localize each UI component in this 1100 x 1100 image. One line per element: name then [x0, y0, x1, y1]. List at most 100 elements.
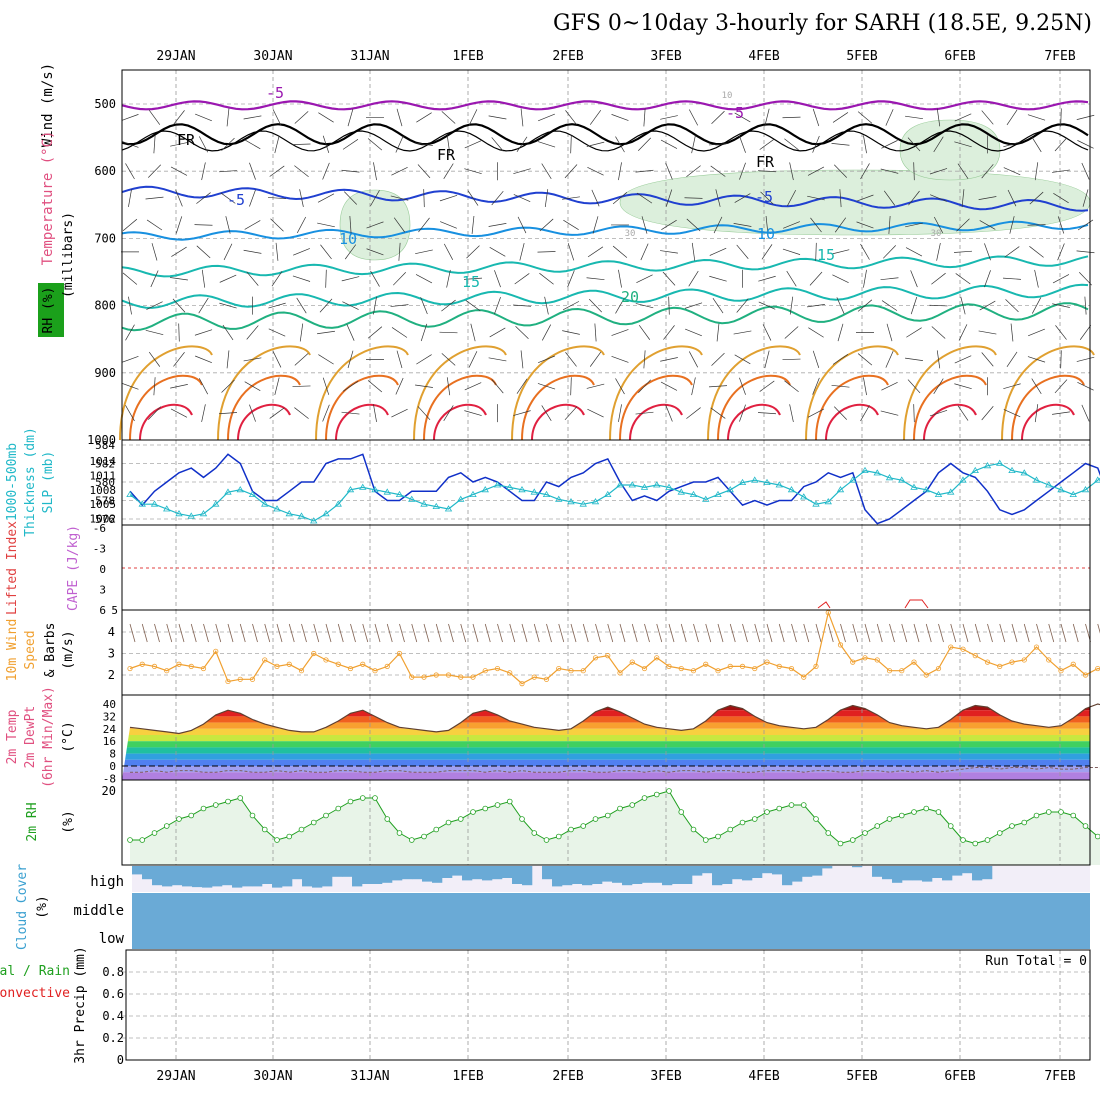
date-label-top: 1FEB: [452, 49, 483, 64]
wind-barb: [905, 357, 923, 361]
temperature-contour: [121, 220, 1089, 241]
wind-barb: [370, 190, 380, 207]
wind-barb: [125, 324, 135, 341]
wind10m-point: [213, 648, 219, 654]
wind10m-barb: [558, 623, 565, 643]
wind10m-point: [739, 663, 746, 670]
chart-title: GFS 0~10day 3-hourly for SARH (18.5E, 9.…: [553, 11, 1092, 36]
wind10m-barb: [313, 623, 320, 643]
cloud-high-bar: [472, 866, 483, 880]
wind10m-barb: [901, 623, 908, 643]
rh2m-point: [274, 837, 280, 843]
wind-barb: [1081, 162, 1090, 180]
slp-marker: [910, 483, 918, 490]
wind-barb: [128, 189, 132, 208]
wind10m-label-1: 10m Wind: [5, 619, 20, 682]
boundary-layer-contour: [903, 345, 997, 441]
lifted-index-tick: 0: [99, 563, 106, 576]
upper-label-temp: Temperature (°C): [40, 131, 56, 266]
slp-marker: [628, 481, 636, 488]
wind10m-barb: [1011, 623, 1018, 643]
wind-barb: [244, 220, 261, 230]
wind-barb: [296, 216, 307, 234]
wind-barb: [933, 378, 944, 395]
wind-barb: [146, 301, 163, 310]
wind-barb: [221, 137, 235, 151]
rh2m-tick: 20: [102, 784, 116, 798]
rh2m-point: [592, 816, 599, 822]
wind-barb: [831, 384, 850, 388]
rh2m-point: [911, 809, 917, 815]
wind-barb: [396, 350, 403, 369]
slp-marker: [873, 469, 881, 476]
cloud-high-bar: [882, 866, 893, 880]
wind-barb: [219, 302, 237, 309]
lifted-index-tick: -6: [93, 522, 106, 535]
slp-marker: [199, 510, 208, 517]
cloud-high-bar: [282, 866, 293, 887]
wind-barb: [491, 379, 504, 394]
wind10m-barb: [925, 623, 932, 643]
slp-marker: [310, 517, 318, 524]
wind-barb: [611, 114, 629, 121]
wind-barb: [562, 196, 580, 200]
wind10m-barb: [129, 623, 136, 643]
cloud-high-bar: [932, 866, 943, 878]
wind-barb: [148, 351, 161, 367]
cloud-high-bar: [802, 866, 813, 877]
cloud-high-bar: [372, 866, 383, 884]
wind-barb: [936, 350, 941, 369]
wind-barb: [665, 189, 673, 207]
wind-barb: [1010, 323, 1014, 342]
cloud-high-bar: [312, 866, 323, 888]
cloud-high-bar: [782, 866, 793, 886]
boundary-layer-contour: [815, 374, 889, 441]
wind-barb: [712, 297, 724, 314]
wind-barb: [443, 405, 454, 421]
rh2m-point: [310, 819, 317, 826]
wind-barb: [342, 380, 359, 392]
contour-label: 30: [625, 229, 636, 239]
cloud-high-bar: [962, 866, 973, 874]
wind-barb: [978, 330, 997, 335]
slp-marker: [408, 495, 416, 502]
wind10m-barb: [962, 623, 969, 643]
cloud-high-bar: [822, 866, 833, 869]
wind-barb: [1052, 303, 1070, 308]
slp-marker: [383, 488, 391, 495]
wind-barb: [294, 407, 309, 419]
wind-barb: [178, 323, 180, 342]
temperature-contour: [121, 185, 1089, 212]
wind10m-barb: [350, 623, 356, 643]
wind-barb: [391, 166, 408, 176]
wind-barb: [1031, 136, 1042, 153]
wind-barb: [929, 410, 948, 417]
slp-marker: [518, 486, 526, 493]
precip-label-1: Total / Rain: [0, 964, 70, 979]
wind10m-barb: [582, 623, 589, 643]
wind-barb: [708, 385, 728, 388]
contour-label: -5: [266, 84, 284, 102]
wind-barb: [812, 108, 820, 127]
wind-barb: [1003, 167, 1021, 176]
rh2m-point: [384, 816, 391, 822]
cloud-high-bar: [592, 866, 603, 884]
cloud-high-bar: [642, 866, 653, 883]
wind10m-barb: [386, 623, 393, 643]
wind-barb: [537, 251, 556, 253]
temp2m-label-2: 2m DewPt: [23, 706, 38, 769]
wind-barb: [520, 350, 524, 369]
wind-barb: [1027, 224, 1046, 226]
wind-tick: 3: [108, 647, 115, 661]
wind-barb: [488, 223, 507, 227]
wind10m-point: [1082, 672, 1089, 678]
wind10m-point: [997, 663, 1003, 670]
wind-barb: [665, 162, 673, 180]
wind10m-point: [972, 653, 978, 659]
wind10m-point: [274, 663, 280, 670]
wind-barb: [464, 382, 482, 391]
wind10m-point: [249, 676, 256, 682]
date-label-bottom: 4FEB: [748, 1069, 779, 1084]
wind-barb: [1003, 409, 1021, 418]
wind-barb: [541, 163, 552, 180]
